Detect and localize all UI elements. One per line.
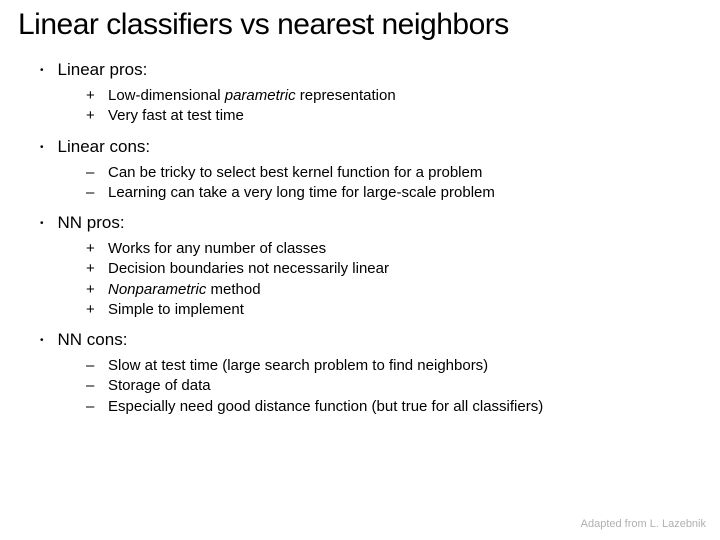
section-header-text: Linear cons: [58,137,151,157]
item-marker: – [86,356,106,376]
sub-items: –Slow at test time (large search problem… [86,356,702,417]
item-marker: – [86,163,106,183]
section: • Linear cons: –Can be tricky to select be… [18,137,702,204]
bullet-icon: • [40,65,44,76]
bullet-icon: • [40,335,44,346]
item-text-pre: Slow at test time (large search problem … [108,357,488,374]
slide-container: Linear classifiers vs nearest neighbors … [0,0,720,417]
list-item: –Especially need good distance function … [86,397,702,417]
item-text-pre: Especially need good distance function (… [108,398,543,415]
list-item: –Slow at test time (large search problem… [86,356,702,376]
item-text-italic: parametric [225,87,296,104]
item-text: Decision boundaries not necessarily line… [108,259,389,279]
list-item: –Can be tricky to select best kernel fun… [86,163,702,183]
item-text-italic: Nonparametric [108,281,206,298]
item-text-post: method [206,281,260,298]
list-item: +Very fast at test time [86,106,702,126]
list-item: –Storage of data [86,376,702,396]
item-text: Storage of data [108,376,211,396]
item-text: Very fast at test time [108,106,244,126]
item-text-pre: Learning can take a very long time for l… [108,184,495,201]
section: •NN cons:–Slow at test time (large searc… [18,330,702,417]
section-header: • NN cons: [40,330,702,350]
item-text: Works for any number of classes [108,239,326,259]
sub-items: +Works for any number of classes+Decisio… [86,239,702,320]
item-marker: – [86,376,106,396]
item-marker: + [86,106,106,126]
item-text: Low-dimensional parametric representatio… [108,86,396,106]
section-header-text: NN pros: [58,213,125,233]
item-text-pre: Can be tricky to select best kernel func… [108,164,482,181]
item-text: Slow at test time (large search problem … [108,356,488,376]
list-item: +Works for any number of classes [86,239,702,259]
item-marker: – [86,183,106,203]
bullet-icon: • [40,142,44,153]
list-item: +Nonparametric method [86,280,702,300]
sub-items: –Can be tricky to select best kernel fun… [86,163,702,204]
item-text-post: representation [296,87,396,104]
list-item: +Low-dimensional parametric representati… [86,86,702,106]
item-marker: + [86,86,106,106]
attribution-text: Adapted from L. Lazebnik [581,518,706,530]
item-text: Nonparametric method [108,280,261,300]
list-item: +Simple to implement [86,300,702,320]
item-marker: + [86,259,106,279]
section: •NN pros:+Works for any number of classe… [18,213,702,320]
list-item: –Learning can take a very long time for … [86,183,702,203]
section-header-text: Linear pros: [58,60,148,80]
item-text-pre: Very fast at test time [108,107,244,124]
item-text-pre: Works for any number of classes [108,240,326,257]
item-marker: + [86,239,106,259]
sections-container: •Linear pros:+Low-dimensional parametric… [18,60,702,417]
slide-title: Linear classifiers vs nearest neighbors [18,8,702,42]
item-text-pre: Low-dimensional [108,87,225,104]
sub-items: +Low-dimensional parametric representati… [86,86,702,127]
section-header: • NN pros: [40,213,702,233]
item-text: Simple to implement [108,300,244,320]
item-marker: – [86,397,106,417]
section-header: • Linear pros: [40,60,702,80]
section: • Linear pros: +Low-dimensional parametric… [18,60,702,127]
bullet-icon: • [40,218,44,229]
item-marker: + [86,300,106,320]
item-text: Can be tricky to select best kernel func… [108,163,482,183]
list-item: +Decision boundaries not necessarily lin… [86,259,702,279]
item-marker: + [86,280,106,300]
item-text-pre: Decision boundaries not necessarily line… [108,260,389,277]
item-text-pre: Storage of data [108,377,211,394]
item-text: Learning can take a very long time for l… [108,183,495,203]
item-text-pre: Simple to implement [108,301,244,318]
section-header: • Linear cons: [40,137,702,157]
item-text: Especially need good distance function (… [108,397,543,417]
section-header-text: NN cons: [58,330,128,350]
